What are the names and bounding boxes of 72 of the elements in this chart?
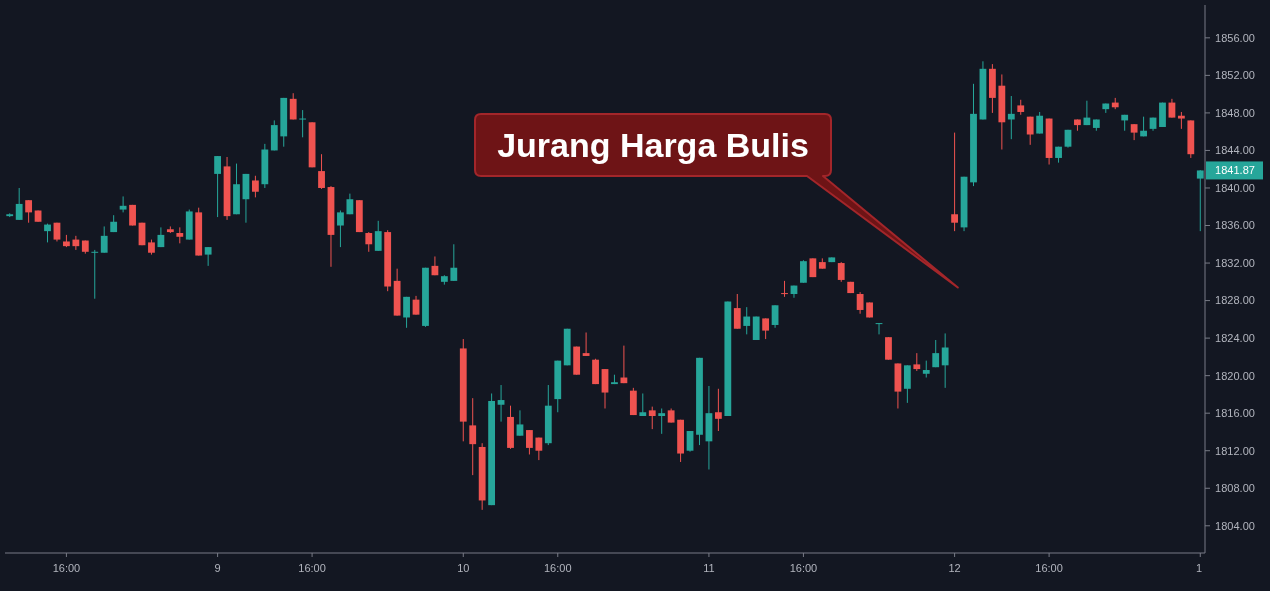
y-tick-label: 1852.00 — [1215, 69, 1255, 82]
y-tick-label: 1832.00 — [1215, 256, 1255, 269]
candlestick — [497, 384, 505, 423]
candlestick — [1026, 116, 1034, 146]
candlestick — [337, 210, 344, 248]
candlestick — [1083, 100, 1091, 126]
x-tick-label: 16:00 — [789, 562, 818, 574]
x-tick-label: 16:00 — [298, 562, 326, 574]
candlestick — [648, 406, 656, 430]
x-tick-label: 1 — [1195, 562, 1203, 574]
x-tick-label: 10 — [457, 562, 470, 574]
y-tick-label: 1812.00 — [1215, 444, 1255, 457]
candlestick — [800, 259, 807, 284]
candlestick — [100, 225, 108, 254]
candlestick — [72, 235, 80, 251]
candlestick — [516, 409, 524, 437]
candlestick — [733, 293, 741, 330]
candlestick — [289, 92, 297, 120]
y-tick-label: 1828.00 — [1215, 294, 1255, 307]
y-tick-label: 1816.00 — [1215, 407, 1255, 420]
y-tick-label: 1840.00 — [1215, 181, 1255, 194]
candlestick — [15, 187, 23, 221]
annotation: Jurang Harga Bulis — [497, 126, 809, 165]
x-tick-label: 9 — [214, 562, 221, 574]
text: 1841.87 — [1215, 164, 1255, 177]
candlestick — [374, 220, 382, 252]
candlestick — [714, 388, 722, 432]
candlestick — [299, 109, 307, 138]
candlestick — [885, 336, 892, 361]
y-tick-label: 1808.00 — [1215, 482, 1255, 495]
candlestick — [526, 429, 533, 455]
candlestick — [214, 155, 221, 218]
candlestick — [743, 306, 751, 335]
candlestick — [601, 368, 609, 409]
candlestick — [251, 175, 259, 198]
candlestick — [204, 246, 212, 267]
candlestick — [771, 304, 779, 329]
candlestick — [762, 317, 770, 340]
candlestick — [582, 331, 590, 357]
candlestick — [620, 345, 628, 384]
candlestick — [318, 153, 325, 190]
x-tick-label: 16:00 — [543, 562, 572, 574]
y-tick-label: 1836.00 — [1215, 219, 1255, 232]
candlestick — [903, 364, 911, 404]
candlestick — [658, 407, 666, 435]
candlestick — [951, 132, 959, 232]
y-tick-label: 1820.00 — [1215, 369, 1255, 382]
y-tick-label: 1804.00 — [1215, 519, 1255, 532]
candlestick — [91, 249, 99, 300]
y-tick-label: 1848.00 — [1215, 106, 1255, 119]
candlestick — [450, 243, 458, 282]
candlestick — [781, 280, 788, 298]
x-tick-label: 16:00 — [52, 562, 81, 574]
candlestick — [25, 199, 33, 224]
x-tick-label: 16:00 — [1035, 562, 1063, 574]
candlestick — [941, 332, 949, 389]
candlestick — [686, 430, 694, 453]
candlestick — [837, 261, 845, 283]
y-tick-label: 1856.00 — [1215, 31, 1255, 44]
x-tick-label: 12 — [948, 562, 961, 574]
y-tick-label: 1824.00 — [1215, 331, 1255, 344]
candlestick — [403, 296, 410, 329]
candlestick — [856, 291, 864, 315]
candlestick — [469, 397, 477, 476]
candlestick — [119, 195, 127, 213]
candlestick — [365, 231, 373, 253]
y-tick-label: 1844.00 — [1215, 144, 1255, 157]
candlestick — [932, 339, 940, 368]
x-tick-label: 11 — [703, 562, 715, 574]
candlestick — [1036, 111, 1044, 135]
candlestick — [44, 223, 51, 243]
candlestick — [1007, 95, 1015, 140]
